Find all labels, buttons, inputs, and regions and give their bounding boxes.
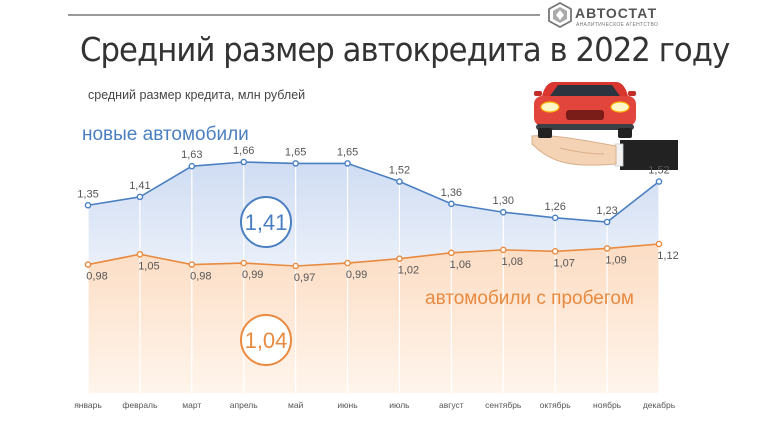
used-cars-value-label: 1,02 [398,265,419,277]
used-cars-line [87,243,660,267]
new-cars-point [188,162,196,170]
new-cars-point [240,158,248,166]
average-value-new-cars: 1,41 [245,210,288,235]
used-cars-value-label: 1,05 [138,260,159,272]
used-cars-point [396,255,403,262]
brand-tagline: АНАЛИТИЧЕСКОЕ АГЕНТСТВО [576,22,659,28]
used-cars-value-label: 1,12 [657,250,678,262]
used-cars-value-label: 0,99 [346,269,367,281]
car-on-hand-illustration [531,82,678,170]
new-cars-point [396,178,403,185]
used-cars-point [448,249,455,257]
used-cars-point [655,240,663,248]
used-cars-point [292,262,299,270]
month-tick-label: апрель [230,400,258,410]
month-tick-label: декабрь [643,400,676,410]
brand-name: АВТОСТАТ [575,5,658,21]
used-cars-point [551,248,559,255]
header-rule [68,14,540,16]
new-cars-line [87,161,660,223]
series-label-used-cars: автомобили с пробегом [425,288,634,309]
new-cars-value-label: 1,63 [181,149,202,161]
new-cars-value-label: 1,36 [441,187,462,199]
month-tick-label: февраль [122,400,158,410]
sleeve-cuff [620,140,678,170]
series-label-new-cars: новые автомобили [82,124,249,145]
hand [531,135,617,166]
new-cars-point [136,193,144,201]
month-tick-label: март [182,400,201,410]
average-bubble-used-cars: 1,04 [240,314,292,366]
average-value-used-cars: 1,04 [245,328,288,353]
used-cars-value-label: 1,09 [605,254,626,266]
used-cars-value-label: 0,99 [242,269,263,281]
month-tick-label: май [288,400,304,410]
used-cars-value-label: 1,08 [502,256,523,268]
new-cars-point [499,208,507,216]
new-cars-point [448,200,455,208]
used-cars-point [499,246,507,254]
used-cars-value-label: 1,07 [553,257,574,269]
autostat-logo-icon [548,2,572,28]
used-cars-point [136,250,144,258]
month-tick-label: январь [74,400,102,410]
new-cars-value-label: 1,26 [544,201,565,213]
new-cars-point [551,214,559,222]
used-cars-point [84,261,92,268]
new-cars-value-label: 1,41 [129,180,150,192]
used-cars-value-label: 0,97 [294,272,315,284]
month-tick-label: октябрь [540,400,572,410]
new-cars-value-label: 1,65 [285,146,306,158]
used-cars-point [344,259,351,267]
new-cars-value-label: 1,35 [77,188,98,200]
brand-logo: АВТОСТАТ АНАЛИТИЧЕСКОЕ АГЕНТСТВО [548,2,670,30]
new-cars-value-label: 1,66 [233,145,254,157]
used-cars-point [603,245,611,252]
new-cars-point [603,218,611,226]
new-cars-value-label: 1,52 [648,165,669,177]
used-cars-point [240,259,248,267]
used-cars-value-label: 1,06 [450,259,471,271]
used-cars-point [188,261,196,268]
used-cars-area [88,244,659,393]
month-tick-label: август [439,400,464,410]
car-bumper [536,124,634,130]
new-cars-point [655,178,663,185]
month-tick-label: ноябрь [593,400,622,410]
page-title: Средний размер автокредита в 2022 году [80,30,730,69]
month-tick-label: сентябрь [485,400,522,410]
month-tick-label: июль [389,400,410,410]
used-cars-value-label: 0,98 [86,271,107,283]
chart-subtitle: средний размер кредита, млн рублей [88,88,306,102]
new-cars-area [88,162,659,266]
new-cars-value-label: 1,52 [389,165,410,177]
new-cars-value-label: 1,65 [337,146,358,158]
new-cars-point [292,160,299,167]
new-cars-point [84,201,92,209]
used-cars-value-label: 0,98 [190,271,211,283]
new-cars-value-label: 1,23 [596,205,617,217]
new-cars-point [344,160,351,167]
month-tick-label: июнь [337,400,358,410]
new-cars-value-label: 1,30 [493,195,514,207]
average-bubble-new-cars: 1,41 [240,196,292,248]
